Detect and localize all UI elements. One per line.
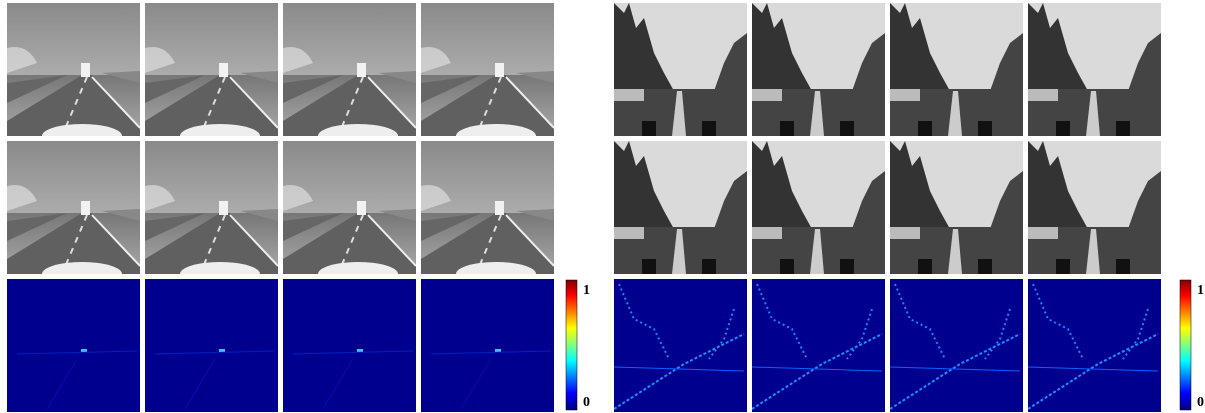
image-tile bbox=[752, 279, 885, 412]
colorbar-min-label: 0 bbox=[583, 395, 590, 410]
image-tile bbox=[421, 279, 554, 412]
image-tile bbox=[7, 141, 140, 286]
image-tile bbox=[283, 279, 416, 412]
image-tile bbox=[1028, 141, 1161, 274]
image-tile bbox=[421, 141, 554, 286]
image-tile bbox=[890, 3, 1023, 136]
image-tile bbox=[421, 3, 554, 148]
image-tile bbox=[890, 279, 1023, 412]
image-tile bbox=[145, 3, 278, 148]
image-tile bbox=[1028, 3, 1161, 136]
image-tile bbox=[890, 141, 1023, 274]
image-tile bbox=[7, 279, 140, 412]
colorbar bbox=[566, 280, 577, 410]
colorbar-max-label: 1 bbox=[1197, 283, 1204, 298]
image-tile bbox=[614, 279, 747, 412]
colorbar-max-label: 1 bbox=[583, 283, 590, 298]
colorbar bbox=[1180, 280, 1191, 410]
image-tile bbox=[1028, 279, 1161, 412]
image-tile bbox=[145, 141, 278, 286]
image-tile bbox=[614, 141, 747, 274]
image-tile bbox=[283, 3, 416, 148]
image-tile bbox=[614, 3, 747, 136]
image-tile bbox=[752, 141, 885, 274]
image-tile bbox=[752, 3, 885, 136]
image-tile bbox=[7, 3, 140, 148]
colorbar-min-label: 0 bbox=[1197, 395, 1204, 410]
figure: 1 0 1 0 bbox=[0, 0, 1205, 413]
image-tile bbox=[145, 279, 278, 412]
image-tile bbox=[283, 141, 416, 286]
